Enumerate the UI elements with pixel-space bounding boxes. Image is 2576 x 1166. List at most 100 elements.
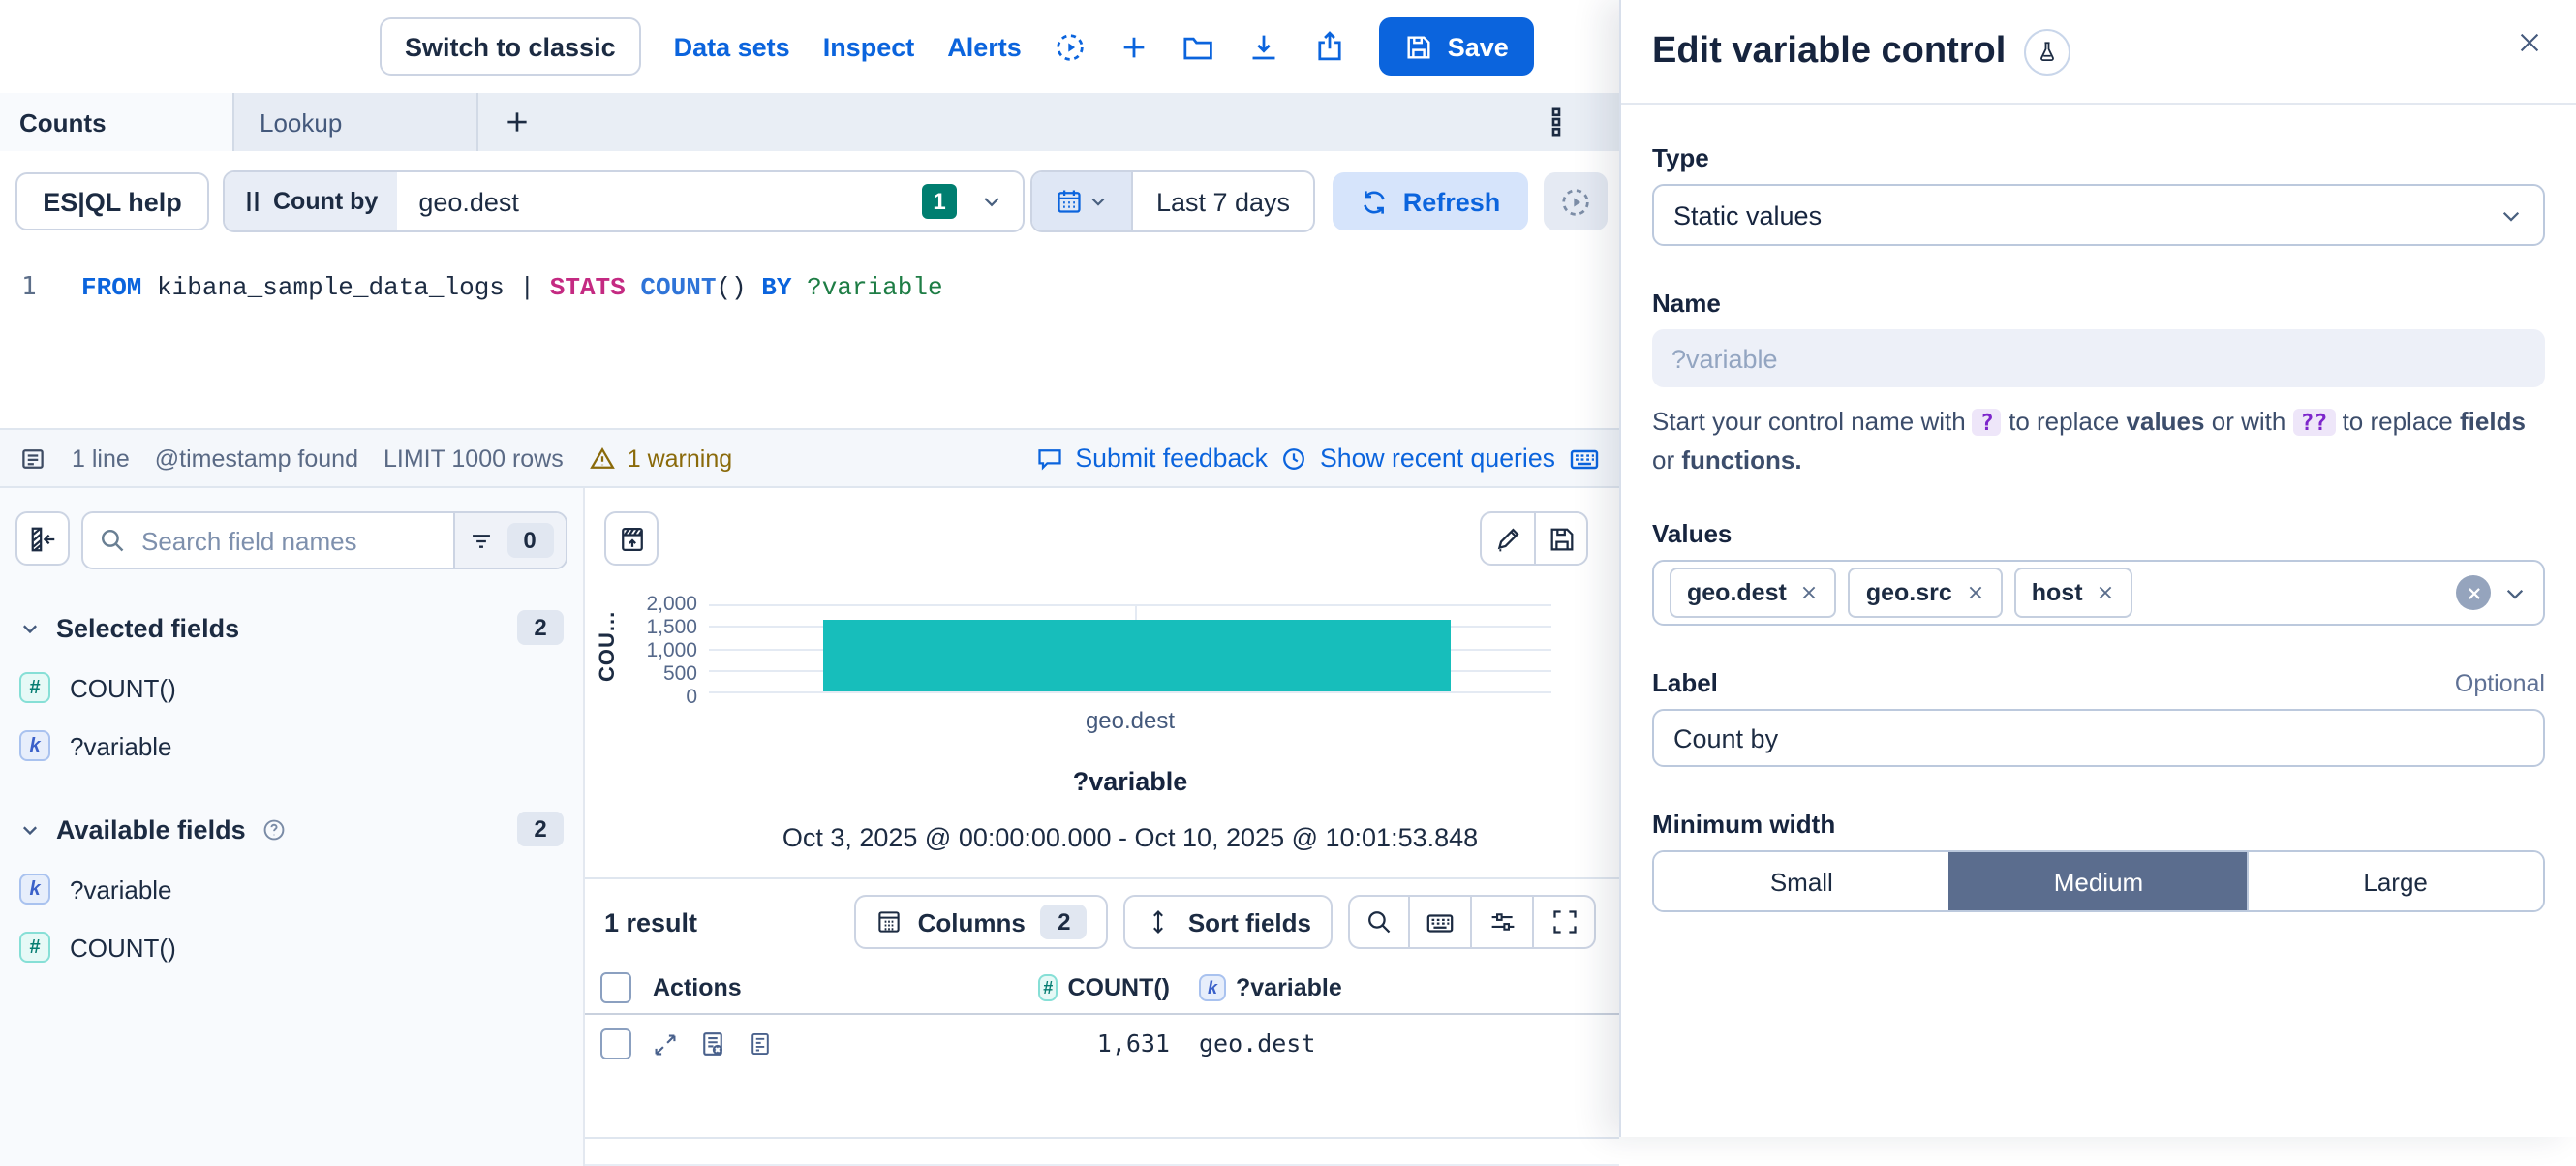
value-tag-label: geo.dest <box>1687 579 1787 607</box>
width-option-small[interactable]: Small <box>1654 852 1949 911</box>
warning-status[interactable]: 1 warning <box>589 445 732 472</box>
view-doc-icon[interactable] <box>748 1030 773 1058</box>
help-icon[interactable] <box>261 816 287 842</box>
field-item[interactable]: k ?variable <box>19 874 567 905</box>
close-icon <box>2516 30 2543 57</box>
save-button[interactable]: Save <box>1379 17 1534 76</box>
close-flyout-button[interactable] <box>2508 19 2551 65</box>
values-combobox[interactable]: geo.dest geo.src host <box>1652 560 2545 627</box>
label-row: Label Optional <box>1652 669 2545 698</box>
field-search-input[interactable] <box>134 526 453 555</box>
value-tag[interactable]: geo.dest <box>1670 568 1837 619</box>
field-item[interactable]: # COUNT() <box>19 672 567 703</box>
remove-tag-icon[interactable] <box>1966 584 1985 603</box>
run-query-button[interactable] <box>1544 172 1608 230</box>
calendar-icon <box>1056 188 1083 215</box>
warning-label: 1 warning <box>627 445 733 472</box>
alerts-link[interactable]: Alerts <box>947 32 1022 61</box>
variable-header-cell[interactable]: k ?variable <box>1199 974 1342 1001</box>
row-checkbox[interactable] <box>600 1028 631 1059</box>
width-option-large[interactable]: Large <box>2246 852 2543 911</box>
control-selected-value: geo.dest <box>418 187 519 216</box>
download-icon[interactable] <box>1248 30 1281 63</box>
remove-tag-icon[interactable] <box>2097 584 2116 603</box>
open-folder-icon[interactable] <box>1182 30 1215 63</box>
value-tag[interactable]: host <box>2013 568 2133 619</box>
chevron-down-icon[interactable] <box>2502 581 2528 606</box>
content-body: 0 Selected fields 2 # COUNT() <box>0 488 1619 1166</box>
display-options-button[interactable] <box>1472 895 1534 949</box>
switch-to-classic-button[interactable]: Switch to classic <box>380 17 641 76</box>
field-item[interactable]: k ?variable <box>19 730 567 761</box>
keyboard-shortcuts-button[interactable] <box>1410 895 1472 949</box>
select-all-checkbox[interactable] <box>600 972 631 1003</box>
control-prefix: Count by <box>225 172 398 230</box>
field-filter-button[interactable]: 0 <box>453 513 566 568</box>
hint-bold: functions. <box>1681 445 1802 476</box>
keyword-field-icon: k <box>19 874 50 905</box>
chevron-down-icon <box>2499 202 2524 228</box>
control-label-input[interactable] <box>1652 709 2545 768</box>
new-session-icon[interactable] <box>1120 32 1150 61</box>
time-range-button[interactable]: Last 7 days <box>1133 172 1313 230</box>
add-tab-button[interactable] <box>478 93 556 151</box>
field-search: 0 <box>81 511 567 569</box>
submit-feedback-link[interactable]: Submit feedback <box>1036 444 1268 473</box>
sort-fields-label: Sort fields <box>1187 907 1311 936</box>
count-bar[interactable] <box>823 620 1451 691</box>
save-visualization-button[interactable] <box>1534 511 1588 566</box>
value-tag[interactable]: geo.src <box>1848 568 2003 619</box>
date-quick-select-button[interactable] <box>1032 172 1133 230</box>
expand-row-icon[interactable] <box>653 1031 678 1057</box>
search-in-table-button[interactable] <box>1348 895 1410 949</box>
selected-fields-header[interactable]: Selected fields 2 <box>19 610 564 645</box>
background-search-icon[interactable] <box>1055 30 1088 63</box>
count-header-label: COUNT() <box>1067 974 1170 1001</box>
plot-area[interactable] <box>709 604 1551 693</box>
grid-data-row[interactable]: 1,631 geo.dest <box>585 1015 1619 1139</box>
type-label: Type <box>1652 143 1709 172</box>
count-header-cell[interactable]: # COUNT() <box>1038 974 1170 1001</box>
variable-name-input[interactable] <box>1652 329 2545 387</box>
tab-menu-button[interactable] <box>1544 93 1569 151</box>
hide-chart-button[interactable] <box>604 511 659 566</box>
inspect-link[interactable]: Inspect <box>822 32 915 61</box>
recent-queries-link[interactable]: Show recent queries <box>1281 444 1555 473</box>
chevron-down-icon <box>1089 192 1108 211</box>
sliders-icon <box>1488 908 1516 936</box>
remove-doc-icon[interactable] <box>699 1030 726 1058</box>
code-pipe: | <box>519 273 550 302</box>
collapse-sidebar-button[interactable] <box>15 511 70 566</box>
columns-button[interactable]: Columns 2 <box>853 895 1109 949</box>
double-question-code-badge: ?? <box>2292 409 2336 436</box>
refresh-icon <box>1361 187 1390 216</box>
edit-visualization-button[interactable] <box>1480 511 1534 566</box>
tab-counts[interactable]: Counts <box>0 93 232 151</box>
clear-all-icon[interactable] <box>2456 575 2491 611</box>
top-toolbar: Switch to classic Data sets Inspect Aler… <box>0 0 1619 93</box>
keyboard-shortcuts-icon[interactable] <box>1569 443 1600 474</box>
sort-fields-button[interactable]: Sort fields <box>1123 895 1333 949</box>
share-icon[interactable] <box>1314 30 1347 63</box>
timestamp-status: @timestamp found <box>154 445 358 472</box>
width-option-medium[interactable]: Medium <box>1948 852 2247 911</box>
remove-tag-icon[interactable] <box>1800 584 1820 603</box>
y-axis-label: COU... <box>597 611 620 683</box>
hint-text: to replace <box>2342 407 2453 436</box>
esql-help-button[interactable]: ES|QL help <box>15 172 209 230</box>
fullscreen-button[interactable] <box>1534 895 1596 949</box>
variable-value-cell: geo.dest <box>1199 1028 1316 1058</box>
date-picker: Last 7 days <box>1030 170 1315 232</box>
type-select[interactable]: Static values <box>1652 184 2545 246</box>
esql-editor[interactable]: 1 FROM kibana_sample_data_logs | STATS C… <box>0 252 1619 428</box>
variable-control[interactable]: Count by geo.dest 1 <box>223 170 1025 232</box>
refresh-button[interactable]: Refresh <box>1333 172 1528 230</box>
filter-count-badge: 0 <box>506 523 553 558</box>
tab-lookup[interactable]: Lookup <box>232 93 478 151</box>
field-sidebar: 0 Selected fields 2 # COUNT() <box>0 488 585 1166</box>
field-item[interactable]: # COUNT() <box>19 932 567 963</box>
data-sets-link[interactable]: Data sets <box>673 32 790 61</box>
available-fields-header[interactable]: Available fields 2 <box>19 812 564 846</box>
name-hint: Start your control name with ? to replac… <box>1652 403 2545 481</box>
